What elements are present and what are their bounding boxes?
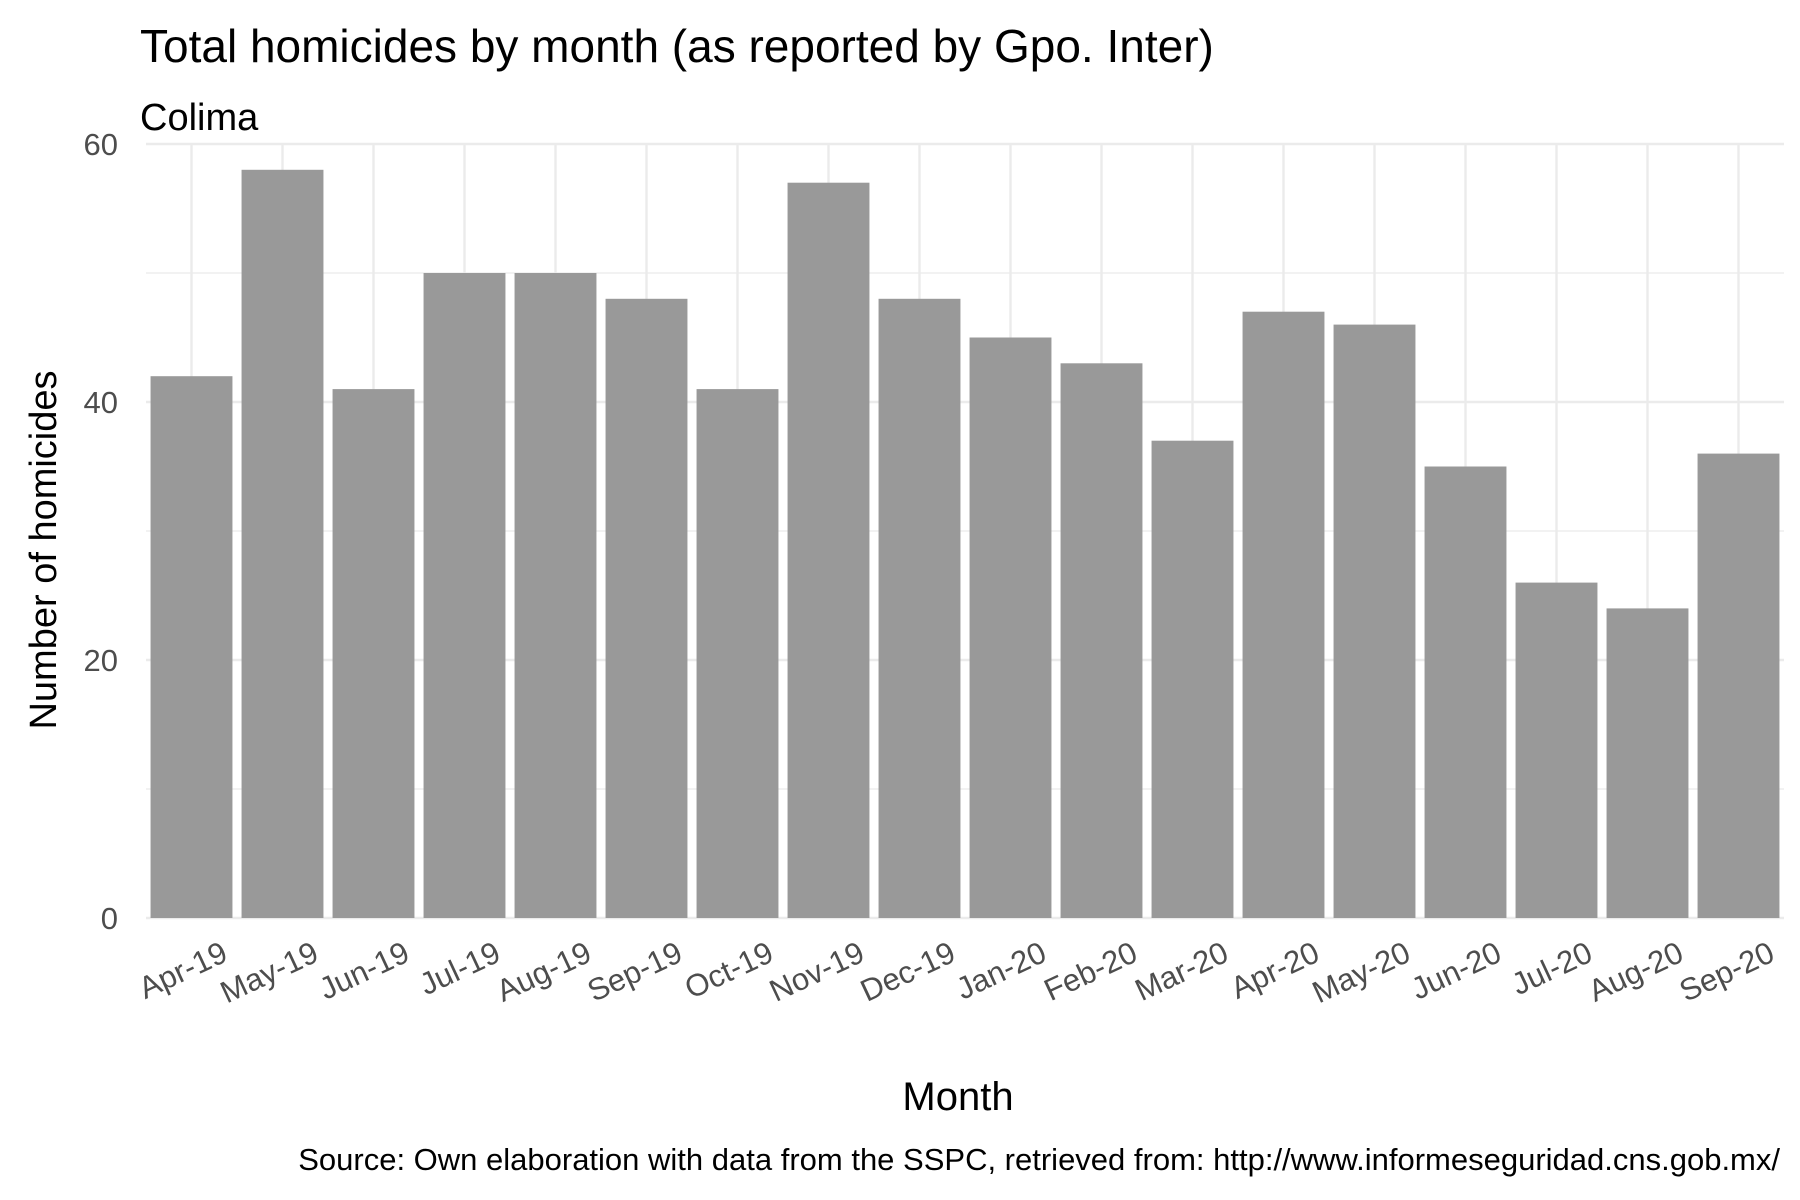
bar [1606,608,1689,918]
bar [1242,311,1325,918]
x-tick-label: Mar-20 [1130,935,1234,1008]
x-tick-label: Aug-19 [491,935,596,1009]
bar [423,273,506,918]
x-tick-label: Nov-19 [764,935,869,1009]
bar [241,169,324,919]
bar [696,389,779,919]
x-tick-label: Sep-20 [1674,935,1779,1009]
bar [1060,363,1143,918]
x-tick-label: Jul-19 [414,935,505,1002]
bar [969,337,1052,918]
x-tick-label: Dec-19 [855,935,960,1009]
bar [150,376,233,918]
bar [878,298,961,918]
chart-title: Total homicides by month (as reported by… [140,20,1214,72]
y-tick-label: 60 [84,127,118,162]
bar [787,182,870,918]
y-axis-label: Number of homicides [23,370,65,729]
bar [1697,453,1780,918]
bar [332,389,415,919]
bar [1333,324,1416,919]
bar [605,298,688,918]
bar [514,273,597,918]
x-tick-label: Jun-19 [314,935,415,1007]
x-tick-label: May-19 [215,935,323,1010]
y-tick-label: 0 [101,901,118,936]
y-tick-label: 20 [84,643,118,678]
x-tick-label: Apr-20 [1225,935,1324,1006]
y-axis-ticks: 0 20 40 60 [84,127,118,936]
x-tick-label: Jan-20 [951,935,1052,1007]
x-tick-label: Jul-20 [1506,935,1597,1002]
chart-subtitle: Colima [140,97,259,139]
y-tick-label: 40 [84,385,118,420]
x-tick-label: Aug-20 [1583,935,1688,1009]
x-tick-label: Jun-20 [1406,935,1507,1007]
bar [1151,440,1234,918]
x-tick-label: Apr-19 [133,935,232,1006]
chart-caption: Source: Own elaboration with data from t… [298,1142,1780,1177]
bar [1424,466,1507,918]
x-axis-label: Month [902,1075,1013,1119]
bar [1515,582,1598,918]
x-tick-label: Feb-20 [1039,935,1143,1008]
bars [150,169,1780,919]
x-tick-label: Oct-19 [679,935,778,1006]
x-tick-label: May-20 [1307,935,1415,1010]
x-tick-label: Sep-19 [582,935,687,1009]
